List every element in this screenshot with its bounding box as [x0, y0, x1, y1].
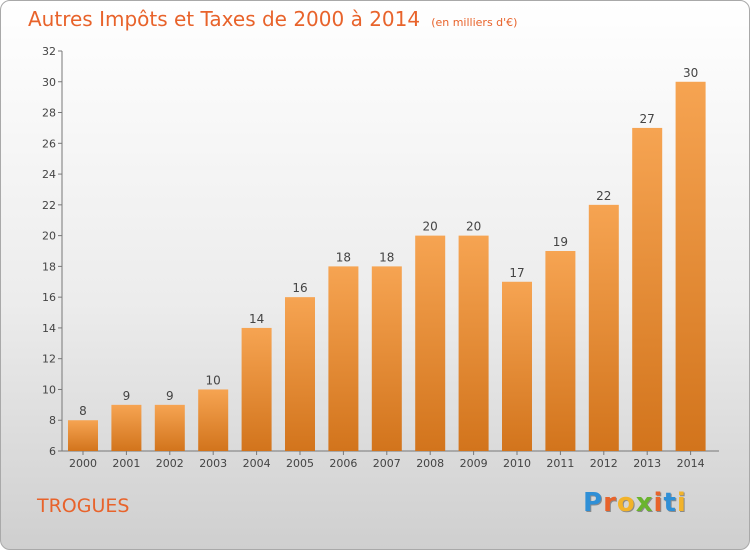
- y-tick-label: 14: [42, 322, 56, 335]
- y-tick-label: 24: [42, 168, 56, 181]
- bar-2009: [458, 235, 489, 451]
- data-label: 9: [166, 389, 174, 403]
- logo-letter: r: [603, 488, 617, 518]
- y-tick-label: 8: [49, 414, 56, 427]
- logo-letter: o: [616, 488, 636, 518]
- x-tick-label: 2003: [199, 457, 227, 470]
- commune-name: TROGUES: [37, 495, 130, 517]
- bar-2000: [68, 420, 98, 451]
- x-tick-label: 2014: [677, 457, 705, 470]
- x-tick-label: 2010: [503, 457, 531, 470]
- chart-title-block: Autres Impôts et Taxes de 2000 à 2014 (e…: [28, 7, 517, 31]
- data-label: 19: [553, 235, 568, 249]
- y-tick-label: 28: [42, 107, 56, 120]
- data-label: 10: [206, 373, 221, 387]
- data-label: 16: [292, 281, 307, 295]
- data-label: 30: [683, 66, 698, 80]
- chart-title: Autres Impôts et Taxes de 2000 à 2014: [28, 7, 421, 31]
- proxiti-logo[interactable]: Proxiti: [583, 488, 687, 518]
- data-label: 18: [379, 250, 394, 264]
- chart-axes: 6 8 10 12 14 16 18 20 22 24 26 28 30 32 2000 2001 2002 20…: [42, 45, 719, 470]
- data-label: 27: [640, 112, 655, 126]
- data-label: 20: [423, 220, 438, 234]
- x-tick-label: 2008: [416, 457, 444, 470]
- y-tick-label: 32: [42, 45, 56, 58]
- y-tick-label: 12: [42, 353, 56, 366]
- bar-2007: [371, 266, 402, 451]
- bar-2014: [675, 81, 706, 452]
- y-tick-label: 18: [42, 260, 56, 273]
- logo-letter: x: [635, 488, 654, 518]
- logo-letter: t: [663, 488, 677, 518]
- data-label: 20: [466, 220, 481, 234]
- x-tick-label: 2007: [373, 457, 401, 470]
- logo-letter: i: [653, 488, 664, 518]
- chart-data-labels: 8 9 9 10 14 16 18 18 20 20 17 19 22 27 30: [79, 66, 698, 418]
- x-tick-label: 2005: [286, 457, 314, 470]
- bar-2006: [328, 266, 359, 451]
- chart-bars: [68, 81, 706, 452]
- data-label: 17: [509, 266, 524, 280]
- data-label: 9: [123, 389, 131, 403]
- x-tick-label: 2006: [329, 457, 357, 470]
- y-tick-label: 16: [42, 291, 56, 304]
- bar-2003: [198, 389, 229, 451]
- y-tick-label: 22: [42, 199, 56, 212]
- x-tick-label: 2000: [69, 457, 97, 470]
- bar-2002: [154, 404, 185, 451]
- chart-unit: (en milliers d'€): [431, 16, 518, 29]
- bar-2008: [415, 235, 446, 451]
- bar-2011: [545, 251, 576, 451]
- logo-letter: i: [676, 488, 687, 518]
- bar-2001: [111, 404, 142, 451]
- x-tick-label: 2012: [590, 457, 618, 470]
- bar-2010: [502, 281, 532, 451]
- bar-2012: [588, 204, 619, 451]
- x-tick-label: 2004: [243, 457, 271, 470]
- data-label: 14: [249, 312, 264, 326]
- data-label: 18: [336, 250, 351, 264]
- logo-letter: P: [583, 488, 604, 518]
- bar-2005: [285, 297, 315, 451]
- y-tick-label: 6: [49, 445, 56, 458]
- data-label: 8: [79, 404, 87, 418]
- y-tick-label: 30: [42, 76, 56, 89]
- bar-2004: [241, 327, 272, 451]
- data-label: 22: [596, 189, 611, 203]
- x-tick-label: 2009: [460, 457, 488, 470]
- x-tick-label: 2001: [112, 457, 140, 470]
- x-tick-label: 2011: [546, 457, 574, 470]
- bar-2013: [632, 127, 663, 451]
- y-tick-label: 20: [42, 230, 56, 243]
- x-tick-label: 2013: [633, 457, 661, 470]
- y-tick-label: 10: [42, 383, 56, 396]
- y-tick-label: 26: [42, 137, 56, 150]
- x-tick-label: 2002: [156, 457, 184, 470]
